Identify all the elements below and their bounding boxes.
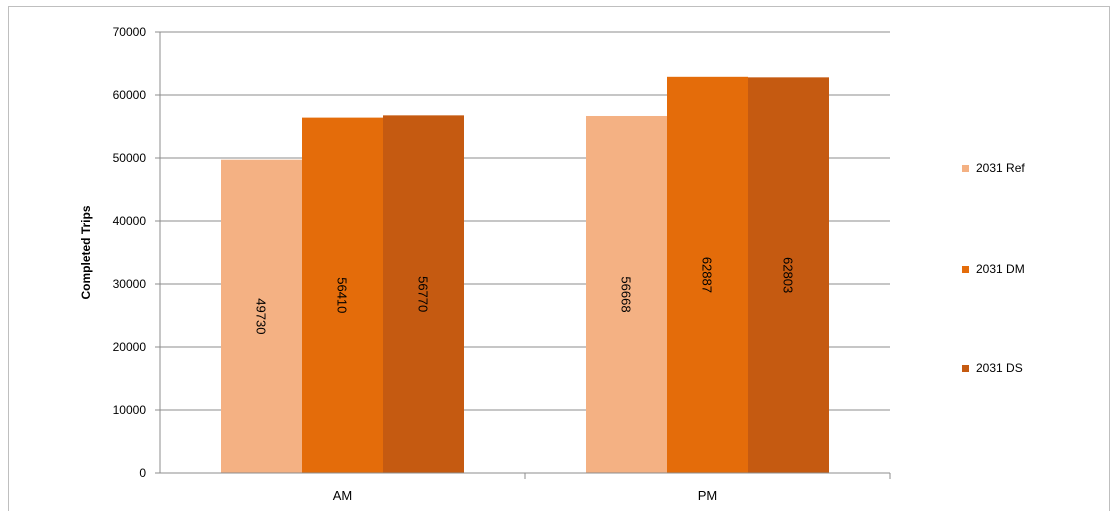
y-axis-title: Completed Trips	[79, 205, 93, 299]
y-tick-label: 0	[139, 466, 146, 480]
y-tick-label: 30000	[113, 277, 147, 291]
legend-swatch	[962, 365, 969, 372]
data-labels: 49730 56410 56770 56668 62887 62803	[254, 257, 796, 335]
bar-2031-dm-am	[302, 117, 383, 473]
y-tick-label: 50000	[113, 151, 147, 165]
legend-swatch	[962, 266, 969, 273]
data-label: 56410	[335, 277, 350, 313]
legend-label: 2031 DM	[976, 262, 1025, 276]
data-label: 56668	[619, 276, 634, 312]
y-tick-label: 70000	[113, 25, 147, 39]
legend-swatch	[962, 165, 969, 172]
bar-2031-ref-pm	[586, 115, 667, 473]
bar-2031-ds-pm	[748, 77, 829, 474]
bar-2031-dm-pm	[667, 76, 748, 474]
legend-label: 2031 DS	[976, 361, 1023, 375]
y-tick-label: 60000	[113, 88, 147, 102]
data-label: 56770	[416, 276, 431, 312]
data-label: 62887	[700, 257, 715, 293]
y-tick-label: 10000	[113, 403, 147, 417]
x-tick-label: PM	[698, 488, 718, 503]
legend: 2031 Ref 2031 DM 2031 DS	[962, 161, 1025, 375]
y-tick-label: 40000	[113, 214, 147, 228]
bar-2031-ref-am	[221, 159, 302, 474]
y-tick-label: 20000	[113, 340, 147, 354]
data-label: 49730	[254, 298, 269, 334]
legend-label: 2031 Ref	[976, 161, 1025, 175]
bars	[221, 76, 829, 474]
bar-2031-ds-am	[383, 115, 464, 473]
data-label: 62803	[781, 257, 796, 293]
chart-frame	[8, 6, 1110, 511]
axes: 0 10000 20000 30000 40000 50000 60000 70000 AM PM	[113, 25, 891, 503]
x-tick-label: AM	[333, 488, 353, 503]
